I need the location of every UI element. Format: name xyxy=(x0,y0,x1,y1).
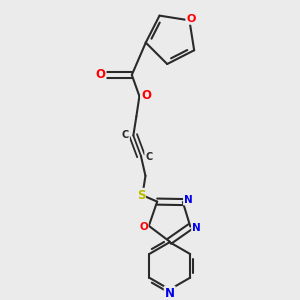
Text: N: N xyxy=(165,286,175,300)
Text: S: S xyxy=(137,189,145,202)
Text: N: N xyxy=(184,195,193,205)
Text: C: C xyxy=(145,152,152,162)
Text: N: N xyxy=(192,223,201,233)
Text: O: O xyxy=(141,89,151,102)
Text: O: O xyxy=(186,14,196,24)
Text: O: O xyxy=(139,222,148,233)
Text: O: O xyxy=(96,68,106,81)
Text: C: C xyxy=(122,130,129,140)
